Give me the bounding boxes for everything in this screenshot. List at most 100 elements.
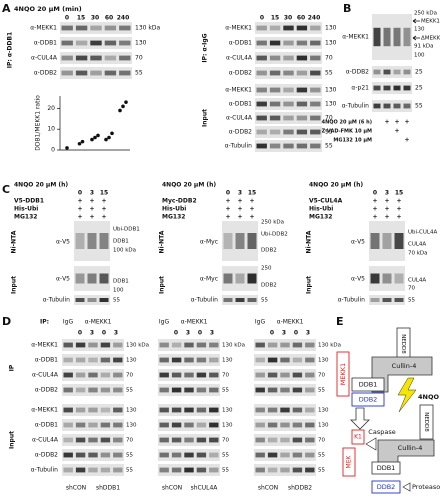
band — [119, 55, 131, 61]
input-label: Input — [11, 276, 18, 294]
band — [255, 357, 265, 363]
fragment-label: MEK — [346, 454, 353, 468]
band — [196, 452, 207, 458]
time-label: 30 — [284, 15, 292, 22]
blot — [255, 112, 322, 124]
group-label: IgG — [159, 319, 170, 326]
band-label: 70 kDa — [408, 251, 428, 257]
band — [196, 342, 207, 348]
band — [99, 273, 109, 284]
row-label: α-DDB1 — [229, 101, 252, 108]
band — [267, 357, 278, 363]
row-label: α-CUL4A — [226, 115, 253, 122]
time-label: 0 — [294, 330, 298, 337]
time-label: 0 — [270, 330, 274, 337]
band — [269, 129, 281, 135]
panel-letter: D — [2, 315, 11, 328]
treatment: 4NQO 20 μM (h) — [309, 182, 363, 189]
band — [280, 437, 290, 443]
mw-label: 55 — [126, 453, 133, 459]
sign: + — [225, 214, 230, 221]
band-label: MEKK1 — [421, 19, 440, 25]
band-label: 91 kDa — [414, 44, 434, 50]
band — [235, 273, 245, 284]
band — [256, 70, 267, 76]
band — [283, 129, 294, 135]
blot — [254, 449, 316, 461]
sign: + — [384, 119, 389, 126]
band — [283, 55, 294, 61]
band — [209, 467, 219, 473]
proteasome-label: Proteasome — [412, 483, 440, 491]
sign: + — [101, 214, 106, 221]
mw-label: 70 — [126, 438, 133, 444]
shrna-label: shCUL4A — [191, 485, 219, 492]
band — [292, 422, 303, 428]
band — [283, 115, 294, 121]
band — [159, 387, 169, 393]
band-label: DDB2 — [261, 248, 277, 254]
axis — [59, 96, 130, 151]
band — [393, 27, 401, 47]
mekk1-label: MEKK1 — [339, 363, 347, 385]
band — [283, 87, 294, 93]
band — [113, 372, 123, 378]
sign: + — [225, 206, 230, 213]
sign: + — [89, 206, 94, 213]
band — [88, 437, 98, 443]
band — [119, 25, 131, 31]
band — [255, 452, 265, 458]
band — [209, 342, 219, 348]
panel-letter: E — [336, 315, 344, 328]
band — [159, 372, 169, 378]
mw-label: 130 — [325, 40, 337, 47]
band — [256, 55, 267, 61]
row-label: α-Tubulin — [31, 467, 59, 474]
band — [256, 40, 267, 46]
band — [61, 55, 73, 61]
time-label: 60 — [105, 15, 113, 22]
band-label: 100 kDa — [113, 248, 136, 254]
band — [113, 437, 123, 443]
band — [310, 143, 321, 149]
sign: + — [101, 206, 106, 213]
band — [283, 40, 294, 46]
nedd8-label: NEDD8 — [400, 334, 406, 354]
band — [159, 452, 169, 458]
sign: + — [237, 198, 242, 205]
condition: V5-DDB1 — [14, 198, 44, 205]
band — [403, 85, 411, 91]
band — [256, 115, 267, 121]
band — [88, 407, 98, 413]
sign: + — [89, 198, 94, 205]
band — [75, 407, 86, 413]
treatment: 4NQO 20 μM (6 h) — [322, 120, 372, 126]
band — [100, 437, 111, 443]
band — [209, 407, 219, 413]
band — [305, 357, 315, 363]
mw-label: 70 — [222, 438, 229, 444]
row-label: α-CUL4A — [32, 437, 59, 444]
band — [280, 452, 290, 458]
band — [113, 452, 123, 458]
band-label: 130 — [414, 27, 425, 33]
mw-label: 130 — [126, 408, 137, 414]
mw-label: 130 — [222, 358, 233, 364]
band — [283, 143, 294, 149]
pulldown-label: Ni-NTA — [11, 230, 18, 253]
point — [90, 137, 94, 142]
panel-e-diagram — [336, 327, 435, 494]
band — [280, 387, 290, 393]
row-label: α-DDB2 — [35, 452, 58, 459]
sign: + — [89, 214, 94, 221]
mw-label: 55 — [113, 298, 120, 304]
band — [88, 452, 98, 458]
blot — [62, 419, 124, 431]
sign: + — [77, 206, 82, 213]
panel-letter: B — [343, 2, 351, 15]
band — [370, 298, 380, 302]
mw-label: 130 kDa — [318, 343, 341, 349]
band — [88, 372, 98, 378]
band — [255, 467, 265, 473]
